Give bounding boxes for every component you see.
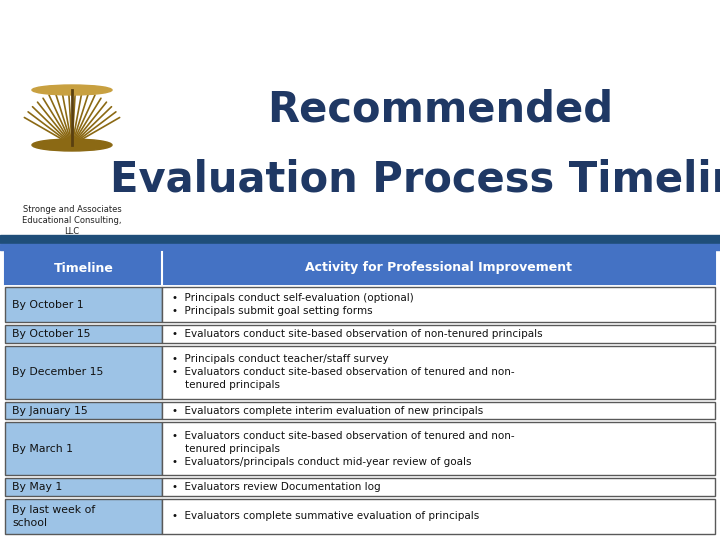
- Text: •  Evaluators review Documentation log: • Evaluators review Documentation log: [172, 482, 381, 492]
- Bar: [162, 422, 715, 475]
- Ellipse shape: [32, 85, 112, 95]
- Text: By last week of
school: By last week of school: [12, 505, 95, 528]
- Text: By December 15: By December 15: [12, 367, 104, 377]
- Ellipse shape: [32, 139, 112, 151]
- Bar: [5, 499, 162, 534]
- Bar: [5, 422, 162, 475]
- Text: By October 1: By October 1: [12, 300, 84, 309]
- Bar: [5, 252, 715, 284]
- Bar: [5, 346, 162, 399]
- Bar: [5, 402, 162, 419]
- Text: By January 15: By January 15: [12, 406, 88, 415]
- Text: Recommended: Recommended: [267, 89, 613, 131]
- Bar: [162, 287, 715, 322]
- Bar: [5, 287, 162, 322]
- Bar: [162, 346, 715, 399]
- Bar: [0, 244, 720, 250]
- Text: •  Evaluators conduct site-based observation of non-tenured principals: • Evaluators conduct site-based observat…: [172, 329, 543, 339]
- Bar: [5, 325, 162, 343]
- Bar: [162, 325, 715, 343]
- Text: •  Principals conduct teacher/staff survey
•  Evaluators conduct site-based obse: • Principals conduct teacher/staff surve…: [172, 354, 515, 390]
- Text: By March 1: By March 1: [12, 444, 73, 454]
- Text: By May 1: By May 1: [12, 482, 62, 492]
- Text: Activity for Professional Improvement: Activity for Professional Improvement: [305, 261, 572, 274]
- Text: •  Principals conduct self-evaluation (optional)
•  Principals submit goal setti: • Principals conduct self-evaluation (op…: [172, 293, 414, 316]
- Bar: [5, 478, 162, 496]
- Text: Stronge and Associates
Educational Consulting,
LLC: Stronge and Associates Educational Consu…: [22, 205, 122, 236]
- Text: Evaluation Process Timeline: Evaluation Process Timeline: [110, 159, 720, 201]
- Bar: [0, 235, 720, 243]
- Text: •  Evaluators complete interim evaluation of new principals: • Evaluators complete interim evaluation…: [172, 406, 483, 415]
- Text: •  Evaluators complete summative evaluation of principals: • Evaluators complete summative evaluati…: [172, 511, 480, 522]
- Text: •  Evaluators conduct site-based observation of tenured and non-
    tenured pri: • Evaluators conduct site-based observat…: [172, 430, 515, 467]
- Text: By October 15: By October 15: [12, 329, 91, 339]
- Bar: [162, 478, 715, 496]
- Bar: [162, 499, 715, 534]
- Text: Timeline: Timeline: [53, 261, 114, 274]
- Bar: [162, 402, 715, 419]
